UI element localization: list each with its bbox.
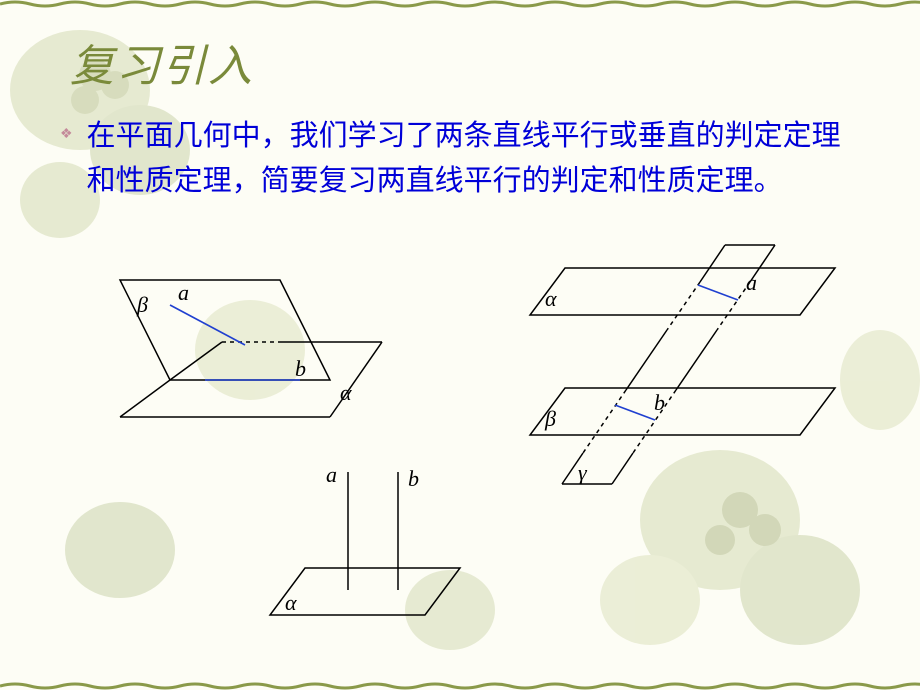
bullet-text: 在平面几何中，我们学习了两条直线平行或垂直的判定定理和性质定理，简要复习两直线平… [87,114,860,204]
d2-label-b: b [408,466,419,492]
diagram-intersecting-planes [100,250,420,440]
d1-label-b: b [295,356,306,382]
bullet-marker-icon: ❖ [60,126,73,143]
diagram-plane-vertical-lines [250,460,500,660]
d1-label-a: a [178,280,189,306]
bullet-item: ❖ 在平面几何中，我们学习了两条直线平行或垂直的判定定理和性质定理，简要复习两直… [60,114,860,204]
d1-label-beta: β [137,292,148,318]
d2-label-alpha: α [285,590,297,616]
d2-label-a: a [326,462,337,488]
d3-label-alpha: α [545,286,557,312]
d3-label-b: b [654,390,665,416]
d3-label-beta: β [545,406,556,432]
d3-label-gamma: γ [578,460,587,486]
d3-label-a: a [746,270,757,296]
slide-title: 复习引入 [60,30,860,94]
top-border [0,0,920,8]
diagram-parallel-planes [500,240,880,520]
bottom-border [0,682,920,690]
d1-label-alpha: α [340,380,352,406]
